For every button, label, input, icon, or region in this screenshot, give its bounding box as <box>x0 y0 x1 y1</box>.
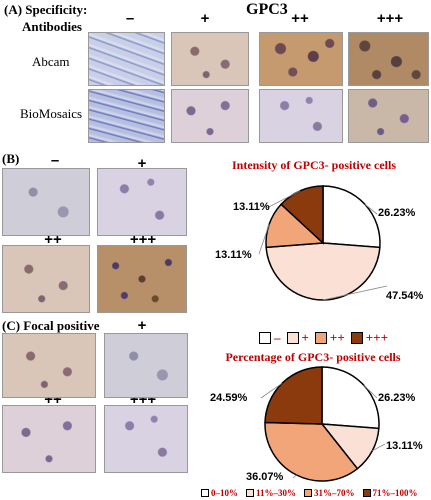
pie2-title: Percentage of GPC3- positive cells <box>225 350 401 364</box>
gpc3-title: GPC3 <box>246 1 288 18</box>
legend2-label-31-70: 31%–70% <box>314 488 355 498</box>
micrograph-c-focal <box>2 333 96 398</box>
pie2-slice-31-70 <box>264 421 359 482</box>
row-label-abcam: Abcam <box>32 54 70 69</box>
micrograph-b-triple-plus <box>97 245 187 313</box>
legend2-swatch-11-30 <box>246 489 254 497</box>
pie2-legend: 0–10% 11%–30% 31%–70% 71%–100% <box>201 488 418 498</box>
micrograph-b-plus <box>97 168 187 236</box>
pie1-label-negative: 26.23% <box>378 207 416 219</box>
level-negative: – <box>125 10 135 27</box>
pie1-chart <box>258 185 388 301</box>
legend1-swatch-double-plus <box>314 332 327 344</box>
pie1-slice-double-plus-leader <box>258 224 270 255</box>
row-label-biomosaics: BioMosaics <box>20 106 83 121</box>
pie1-label-double-plus: 13.11% <box>215 249 252 261</box>
antibodies-label: Antibodies <box>22 19 82 34</box>
pie1-label-triple-plus: 13.11% <box>233 201 270 213</box>
micrograph-biomosaics-plus <box>171 89 249 143</box>
panel-c-header: (C) Focal positive <box>2 318 99 334</box>
level-triple-plus: +++ <box>376 10 404 27</box>
micrograph-b-negative <box>2 168 90 236</box>
pie2-slice-11-30-leader <box>372 443 386 452</box>
b-level-plus: + <box>137 155 147 172</box>
legend2-label-11-30: 11%–30% <box>256 488 297 498</box>
pie2-label-11-30: 13.11% <box>386 440 423 452</box>
pie2-label-31-70: 36.07% <box>246 471 284 483</box>
legend2-swatch-0-10 <box>201 489 209 497</box>
pie1-slices <box>265 185 381 301</box>
micrograph-c-plus <box>104 333 188 398</box>
pie2-label-71-100: 24.59% <box>210 392 248 404</box>
micrograph-abcam-plus <box>171 32 249 86</box>
panel-a-label: (A) <box>4 2 23 17</box>
pie1-label-plus: 47.54% <box>386 290 424 302</box>
level-double-plus: ++ <box>291 10 309 27</box>
pie1-slice-negative <box>322 185 381 249</box>
focal-positive-label: Focal positive <box>23 318 100 333</box>
pie1-leader-lines <box>258 190 388 301</box>
legend2-swatch-31-70 <box>304 489 313 497</box>
pie2-slice-31-70-leader <box>292 474 297 479</box>
micrograph-abcam-triple-plus <box>348 32 429 86</box>
panel-a-header: (A) Specificity: <box>4 2 87 18</box>
pie2-slice-0-10 <box>321 366 380 430</box>
c-level-plus: + <box>137 317 147 334</box>
pie2-slice-71-100 <box>264 366 323 425</box>
micrograph-abcam-double-plus <box>259 32 343 86</box>
level-plus: + <box>200 10 210 27</box>
pie2-slice-0-10-leader <box>363 384 378 399</box>
legend2-swatch-71-100 <box>362 489 371 497</box>
pie2-slices <box>264 366 380 482</box>
pie2-chart <box>260 366 386 482</box>
legend1-swatch-plus <box>286 332 299 344</box>
panel-b-label: (B) <box>2 151 20 166</box>
pie1-title: Intensity of GPC3- positive cells <box>232 158 396 172</box>
micrograph-biomosaics-negative <box>88 89 165 143</box>
pie2-label-0-10: 26.23% <box>378 392 416 404</box>
pie1-slice-plus-leader <box>322 285 388 301</box>
micrograph-b-double-plus <box>2 245 90 313</box>
micrograph-c-double-plus <box>2 405 96 473</box>
legend1-label-plus: + <box>301 330 309 345</box>
pie1-legend: – + ++ +++ <box>259 330 388 346</box>
pie2-leader-lines <box>260 382 386 479</box>
micrograph-biomosaics-double-plus <box>259 89 343 143</box>
micrograph-abcam-negative <box>88 32 165 86</box>
legend1-label-triple-plus: +++ <box>365 330 388 345</box>
pie1-slice-triple-plus-leader <box>266 190 301 209</box>
legend2-label-0-10: 0–10% <box>211 488 238 498</box>
panel-c-label: (C) <box>2 318 21 333</box>
b-level-negative: – <box>50 152 60 169</box>
micrograph-c-triple-plus <box>104 405 188 473</box>
specificity-label: Specificity: <box>25 2 88 17</box>
legend1-label-double-plus: ++ <box>329 330 345 345</box>
legend1-swatch-triple-plus <box>350 332 363 344</box>
legend1-swatch-negative <box>259 332 271 344</box>
legend1-label-negative: – <box>274 330 281 345</box>
legend2-label-71-100: 71%–100% <box>372 488 418 498</box>
pie2-slice-71-100-leader <box>260 382 283 399</box>
micrograph-biomosaics-triple-plus <box>348 89 429 143</box>
pie1-slice-negative-leader <box>364 203 378 215</box>
